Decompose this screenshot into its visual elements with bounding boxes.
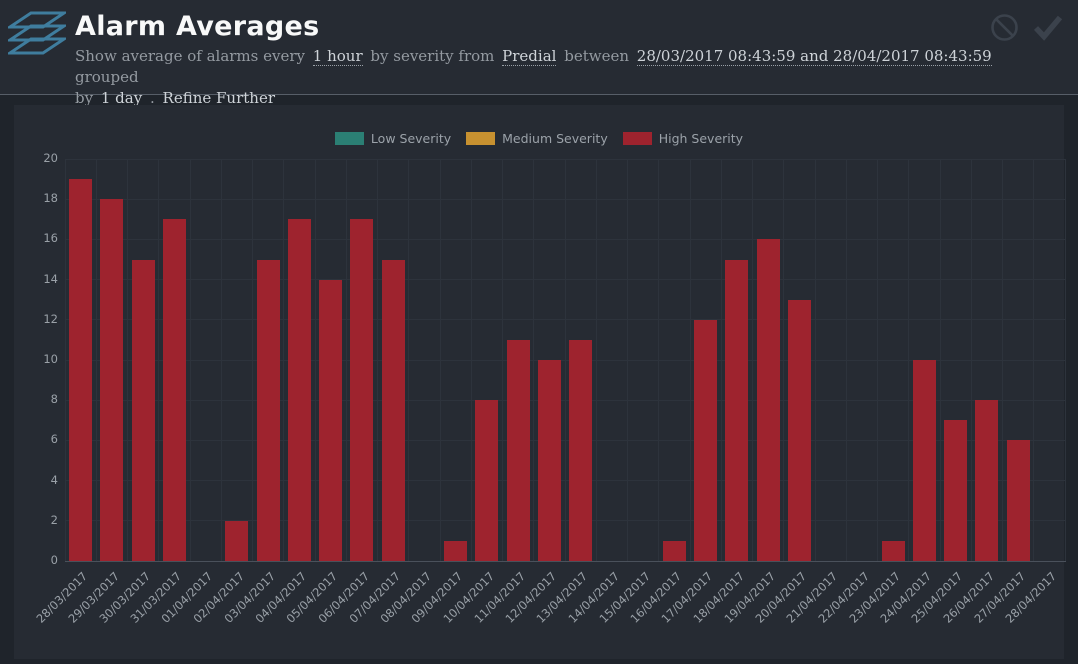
legend-label: Medium Severity <box>502 131 608 146</box>
legend-item[interactable]: Medium Severity <box>466 131 608 146</box>
bar[interactable] <box>881 540 905 561</box>
bar[interactable] <box>506 339 530 561</box>
bar[interactable] <box>225 520 249 561</box>
bar[interactable] <box>381 259 405 561</box>
chart-panel: Low Severity Medium Severity High Severity… <box>14 105 1066 659</box>
bar[interactable] <box>69 179 93 561</box>
y-axis-label: 16 <box>43 231 58 246</box>
chart-legend: Low Severity Medium Severity High Severity <box>14 131 1064 146</box>
bar[interactable] <box>475 400 499 561</box>
legend-label: High Severity <box>658 131 744 146</box>
y-axis-label: 14 <box>43 271 58 286</box>
plot-area: 0 2 4 6 8 10 12 14 16 18 20 28/03/2017 29/03/2017 30/… <box>14 105 1066 659</box>
h-gridline <box>65 238 1065 240</box>
x-axis-line <box>65 561 1066 562</box>
y-axis-label: 20 <box>43 151 58 165</box>
bar[interactable] <box>256 259 280 561</box>
bar[interactable] <box>569 339 593 561</box>
subtitle-text-2: by severity from <box>370 47 495 65</box>
bar[interactable] <box>287 219 311 561</box>
y-axis-label: 8 <box>50 392 58 407</box>
h-gridline <box>65 158 1065 160</box>
bar[interactable] <box>444 540 468 561</box>
ban-icon[interactable] <box>990 13 1019 42</box>
interval-link[interactable]: 1 hour <box>312 47 363 66</box>
h-gridline <box>65 399 1065 401</box>
subtitle-text-3: between <box>564 47 629 65</box>
bar[interactable] <box>694 319 718 561</box>
bar[interactable] <box>537 360 561 561</box>
y-axis-label: 2 <box>50 512 58 527</box>
y-axis-label: 0 <box>50 553 58 567</box>
bar[interactable] <box>162 219 186 561</box>
v-gridline <box>1064 159 1066 561</box>
group-by-link[interactable]: 1 day <box>100 89 143 108</box>
y-axis-label: 18 <box>43 191 58 206</box>
bar[interactable] <box>787 299 811 561</box>
legend-swatch <box>466 132 496 145</box>
bar[interactable] <box>756 239 780 561</box>
bar[interactable] <box>100 199 124 561</box>
bar[interactable] <box>725 259 749 561</box>
y-axis-label: 6 <box>50 432 58 447</box>
page-title: Alarm Averages <box>75 11 320 42</box>
bar[interactable] <box>944 420 968 561</box>
y-axis-label: 10 <box>43 352 58 366</box>
bar[interactable] <box>912 360 936 561</box>
legend-swatch <box>622 132 652 145</box>
bar[interactable] <box>319 279 343 561</box>
y-axis-label: 4 <box>50 472 58 487</box>
subtitle-text-4: grouped <box>75 68 139 86</box>
header-actions <box>990 13 1064 42</box>
legend-swatch <box>334 132 364 145</box>
h-gridline <box>65 359 1065 361</box>
subtitle-text-1: Show average of alarms every <box>75 47 305 65</box>
bar[interactable] <box>975 400 999 561</box>
subtitle-text-6: . <box>149 89 155 107</box>
refine-further-link[interactable]: Refine Further <box>162 89 276 108</box>
y-axis-label: 12 <box>43 311 58 326</box>
h-gridline <box>65 198 1065 200</box>
check-icon[interactable] <box>1032 13 1064 42</box>
bar[interactable] <box>662 540 686 561</box>
date-range-link[interactable]: 28/03/2017 08:43:59 and 28/04/2017 08:43… <box>636 47 992 66</box>
subtitle-text-5: by <box>75 89 94 107</box>
h-gridline <box>65 480 1065 482</box>
bar[interactable] <box>350 219 374 561</box>
visualization-header: Alarm Averages Show average of alarms ev… <box>0 0 1078 108</box>
legend-item[interactable]: Low Severity <box>334 131 452 146</box>
layers-icon <box>8 11 66 55</box>
h-gridline <box>65 520 1065 522</box>
legend-label: Low Severity <box>370 131 452 146</box>
h-gridline <box>65 279 1065 281</box>
source-link[interactable]: Predial <box>502 47 557 66</box>
bar[interactable] <box>131 259 155 561</box>
h-gridline <box>65 439 1065 441</box>
chart-description: Show average of alarms every 1 hour by s… <box>75 46 1035 109</box>
h-gridline <box>65 319 1065 321</box>
legend-item[interactable]: High Severity <box>622 131 744 146</box>
bar[interactable] <box>1006 440 1030 561</box>
